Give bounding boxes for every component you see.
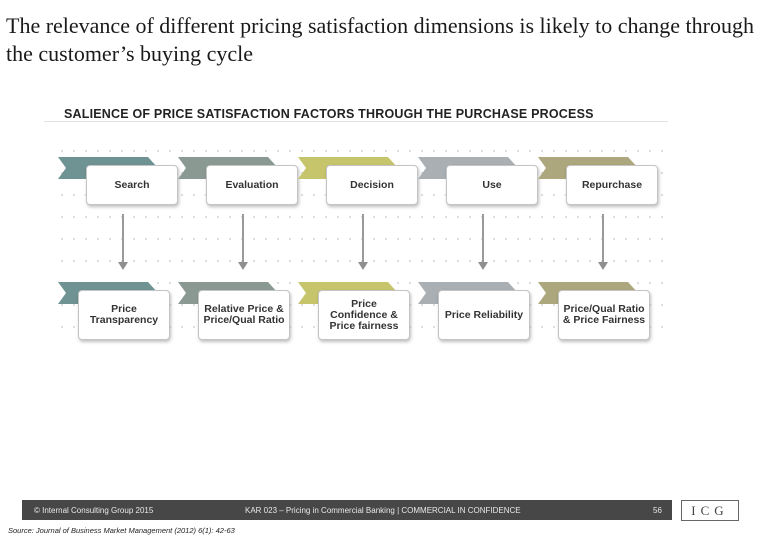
down-arrow-icon-3	[478, 262, 488, 270]
stage-box-0: Search	[86, 165, 178, 205]
diagram-subtitle: SALIENCE OF PRICE SATISFACTION FACTORS T…	[64, 107, 594, 121]
footer-copyright: © Internal Consulting Group 2015	[34, 506, 154, 515]
factor-box-0-label: Price Transparency	[89, 303, 159, 326]
down-arrow-line-0	[122, 214, 124, 262]
stage-box-3-label: Use	[482, 178, 502, 191]
factor-box-1: Relative Price & Price/Qual Ratio	[198, 290, 290, 340]
down-arrow-line-1	[242, 214, 244, 262]
slide-title: The relevance of different pricing satis…	[6, 13, 754, 66]
down-arrow-line-2	[362, 214, 364, 262]
down-arrow-line-4	[602, 214, 604, 262]
factor-box-4-label: Price/Qual Ratio & Price Fairness	[562, 303, 646, 326]
down-arrow-line-3	[482, 214, 484, 262]
stage-box-2-label: Decision	[350, 178, 394, 191]
stage-box-0-label: Search	[114, 178, 150, 191]
stage-box-4: Repurchase	[566, 165, 658, 205]
factor-box-3-label: Price Reliability	[444, 308, 524, 321]
footer-project: KAR 023 – Pricing in Commercial Banking …	[245, 506, 521, 515]
factor-box-3: Price Reliability	[438, 290, 530, 340]
subtitle-divider	[44, 121, 668, 122]
factor-box-2-label: Price Confidence & Price fairness	[329, 297, 399, 332]
source-note: Source: Journal of Business Market Manag…	[8, 526, 235, 535]
stage-box-4-label: Repurchase	[581, 178, 643, 191]
down-arrow-icon-2	[358, 262, 368, 270]
down-arrow-icon-4	[598, 262, 608, 270]
factor-box-1-label: Relative Price & Price/Qual Ratio	[203, 303, 285, 326]
stage-box-1-label: Evaluation	[225, 178, 279, 191]
factor-box-2: Price Confidence & Price fairness	[318, 290, 410, 340]
company-logo: ICG	[681, 500, 739, 521]
footer-bar	[22, 500, 672, 520]
factor-box-0: Price Transparency	[78, 290, 170, 340]
down-arrow-icon-0	[118, 262, 128, 270]
down-arrow-icon-1	[238, 262, 248, 270]
stage-box-3: Use	[446, 165, 538, 205]
factor-box-4: Price/Qual Ratio & Price Fairness	[558, 290, 650, 340]
stage-box-1: Evaluation	[206, 165, 298, 205]
page-number: 56	[653, 506, 662, 515]
stage-box-2: Decision	[326, 165, 418, 205]
